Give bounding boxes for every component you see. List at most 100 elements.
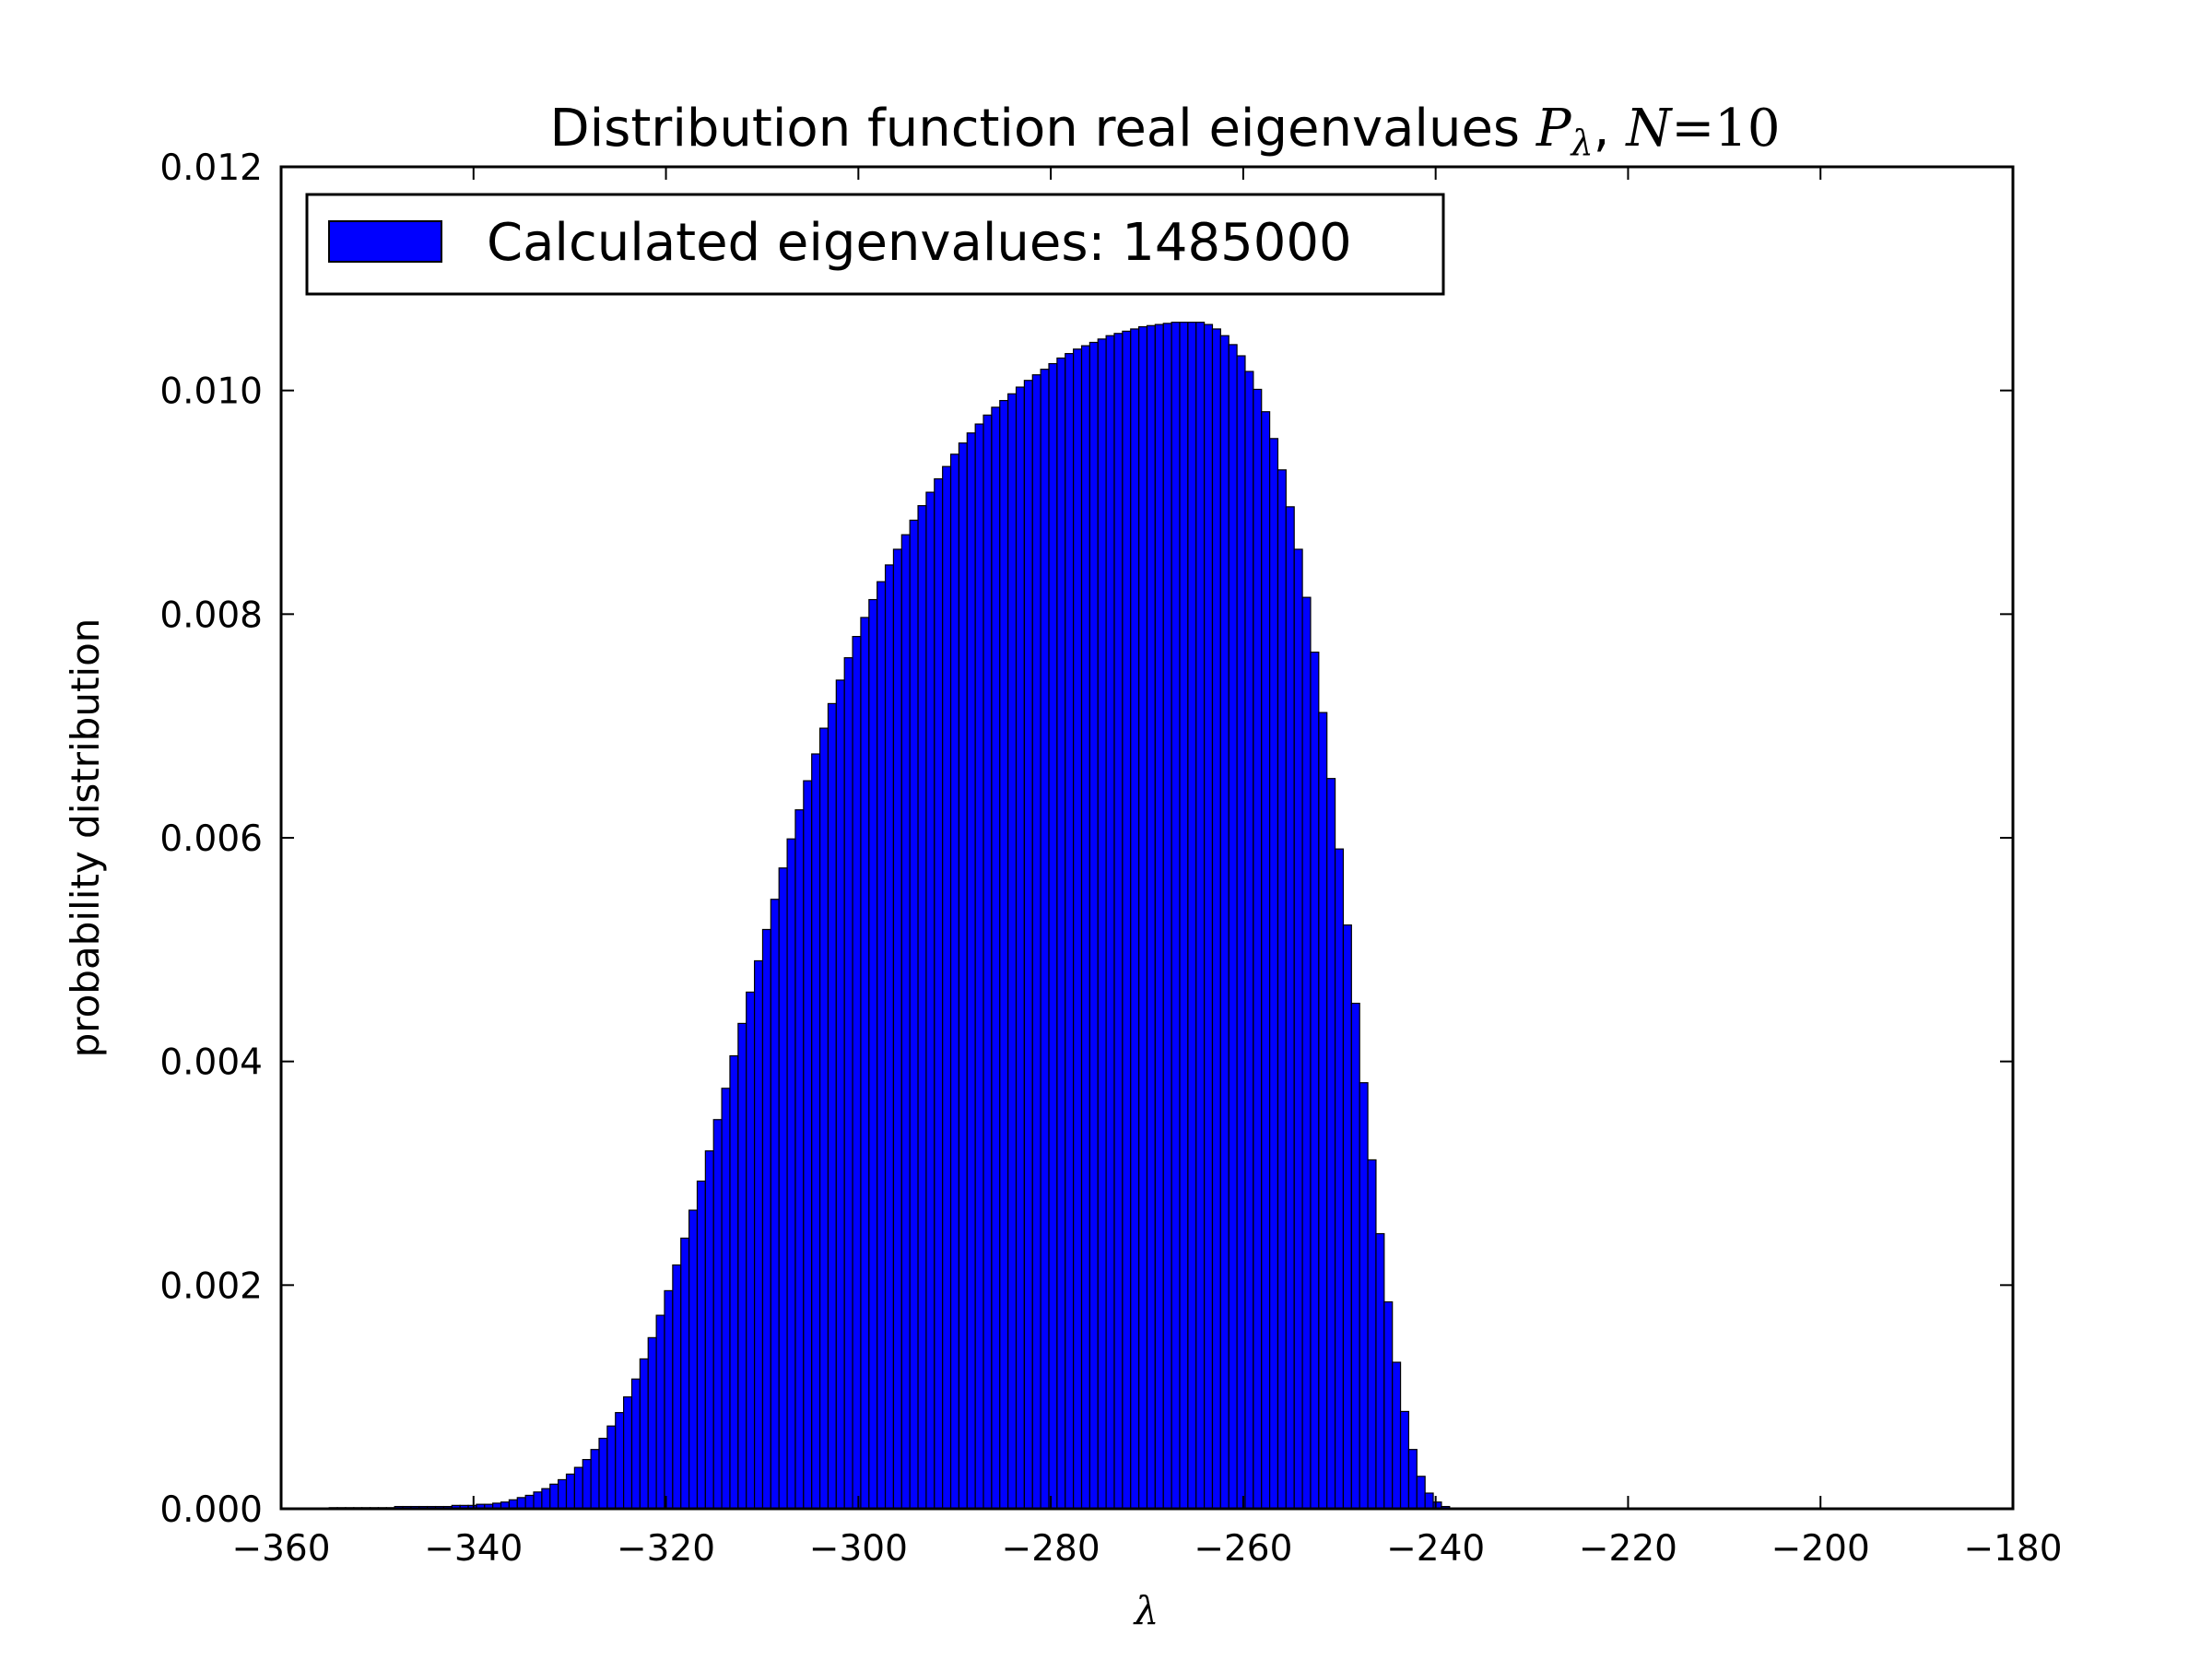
histogram-bar xyxy=(794,809,805,1510)
histogram-bar xyxy=(843,657,853,1510)
histogram-bar xyxy=(991,406,1001,1510)
histogram-bar xyxy=(1424,1492,1434,1510)
histogram-bar xyxy=(606,1425,617,1510)
histogram-bar xyxy=(1392,1361,1402,1510)
histogram-bar xyxy=(877,581,887,1510)
histogram-bar xyxy=(582,1459,592,1510)
histogram-bar xyxy=(1122,330,1132,1510)
histogram-bar xyxy=(818,727,830,1510)
histogram-bars xyxy=(328,322,1451,1510)
histogram-bar xyxy=(778,867,788,1510)
histogram-bar xyxy=(533,1491,543,1510)
histogram-bar xyxy=(811,753,821,1510)
histogram-bar xyxy=(704,1150,714,1510)
histogram-bar xyxy=(917,505,927,1510)
histogram-bar xyxy=(655,1314,665,1510)
histogram-bar xyxy=(1065,353,1075,1510)
histogram-bar xyxy=(1171,322,1181,1510)
x-tick-label: −320 xyxy=(617,1528,715,1570)
histogram-bar xyxy=(1154,324,1164,1510)
histogram-bar xyxy=(1334,848,1345,1510)
histogram-bar xyxy=(1342,924,1352,1510)
histogram-bar xyxy=(1350,1002,1360,1510)
x-tick-label: −360 xyxy=(231,1528,330,1570)
histogram-bar xyxy=(737,1022,747,1510)
histogram-bar xyxy=(1261,411,1271,1510)
histogram-bar xyxy=(753,959,764,1510)
histogram-bar xyxy=(1007,393,1018,1510)
histogram-bar xyxy=(1293,548,1303,1510)
histogram-bar xyxy=(565,1473,575,1510)
histogram-bar xyxy=(892,548,902,1510)
histogram-bar xyxy=(1040,369,1050,1510)
histogram-bar xyxy=(900,534,911,1510)
chart-title: Distribution function real eigenvalues P… xyxy=(549,99,1780,163)
histogram-bar xyxy=(860,617,870,1510)
histogram-bar xyxy=(664,1289,674,1510)
chart-title-eq: = xyxy=(1671,99,1714,159)
histogram-bar xyxy=(1301,596,1312,1510)
histogram-bar xyxy=(1399,1410,1410,1510)
histogram-bar xyxy=(803,780,813,1510)
histogram-bar xyxy=(835,679,845,1510)
histogram-bar xyxy=(1080,345,1090,1510)
histogram-bar xyxy=(1367,1159,1377,1510)
histogram-bar xyxy=(746,991,756,1510)
histogram-bar xyxy=(958,442,968,1510)
histogram-bar xyxy=(1048,362,1058,1510)
histogram-bar xyxy=(786,838,796,1510)
histogram-bar xyxy=(516,1497,526,1510)
histogram-bar xyxy=(630,1378,641,1510)
chart-title-separator: , xyxy=(1594,99,1610,159)
y-tick-label: 0.012 xyxy=(159,147,263,189)
x-tick-label: −180 xyxy=(1963,1528,2062,1570)
histogram-bar xyxy=(1268,438,1279,1510)
histogram-bar xyxy=(1375,1232,1385,1510)
histogram-bar xyxy=(761,928,771,1510)
legend-label: Calculated eigenvalues: 1485000 xyxy=(487,213,1352,273)
histogram-bar xyxy=(1179,322,1189,1510)
histogram-bar xyxy=(1253,388,1263,1510)
histogram-bar xyxy=(647,1336,657,1510)
histogram-bar xyxy=(1219,335,1230,1510)
axis-ticks: −360 −340 −320 −300 −280 −260 −240 −220 −200 −180… xyxy=(159,147,2062,1570)
y-tick-label: 0.008 xyxy=(159,594,263,636)
histogram-bar xyxy=(573,1466,583,1510)
histogram-bar xyxy=(925,491,935,1510)
histogram-bar xyxy=(1097,338,1107,1510)
histogram-bar xyxy=(558,1478,568,1510)
histogram-bar xyxy=(827,702,837,1510)
histogram-bar xyxy=(1187,322,1197,1510)
histogram-bar xyxy=(1195,322,1206,1510)
histogram-bar xyxy=(868,598,878,1510)
histogram-bar xyxy=(966,432,976,1510)
histogram-bar xyxy=(549,1483,559,1510)
x-tick-label: −240 xyxy=(1386,1528,1485,1570)
chart-title-n-val: 10 xyxy=(1714,99,1780,159)
histogram-bar xyxy=(721,1088,731,1510)
histogram-bar xyxy=(999,399,1009,1510)
x-axis-label: λ xyxy=(1133,1588,1159,1633)
y-axis-label: probability distribution xyxy=(63,618,108,1058)
histogram-bar xyxy=(672,1264,682,1510)
histogram-bar xyxy=(1138,325,1148,1510)
histogram-bar xyxy=(598,1437,608,1510)
histogram-bar xyxy=(934,477,944,1510)
chart-title-subscript: λ xyxy=(1570,123,1594,163)
histogram-bar xyxy=(770,899,780,1510)
histogram-bar xyxy=(1088,341,1099,1510)
histogram-bar xyxy=(1277,469,1287,1510)
y-tick-label: 0.000 xyxy=(159,1489,263,1531)
histogram-bar xyxy=(1146,324,1156,1510)
histogram-bar xyxy=(852,635,862,1510)
histogram-bar xyxy=(541,1488,551,1510)
plot-frame xyxy=(279,165,2015,1511)
histogram-bar xyxy=(1056,357,1066,1510)
histogram-bar xyxy=(639,1358,649,1510)
x-tick-label: −200 xyxy=(1771,1528,1870,1570)
histogram-bar xyxy=(688,1209,699,1510)
x-tick-label: −280 xyxy=(1002,1528,1100,1570)
histogram-bar xyxy=(1031,374,1041,1510)
legend: Calculated eigenvalues: 1485000 xyxy=(305,193,1445,296)
